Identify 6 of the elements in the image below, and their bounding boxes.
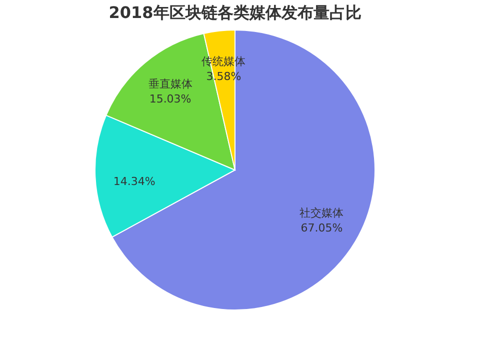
- data-label: 15.03%: [149, 92, 192, 106]
- data-label: 67.05%: [300, 221, 343, 234]
- slice-label: 社交媒体: [300, 206, 344, 220]
- slice-label: 垂直媒体: [148, 78, 192, 91]
- data-label: 14.34%: [113, 174, 156, 188]
- chart-title: 2018年区块链各类媒体发布量占比: [108, 3, 362, 22]
